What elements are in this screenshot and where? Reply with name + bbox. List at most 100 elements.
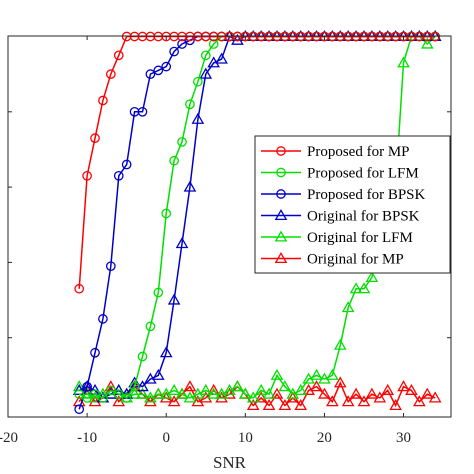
- data-point: [357, 395, 371, 407]
- data-point: [208, 39, 219, 49]
- data-point: [98, 314, 108, 324]
- data-point: [74, 389, 85, 400]
- data-point: [129, 381, 140, 392]
- data-point: [333, 338, 347, 350]
- data-point: [145, 321, 156, 332]
- data-point: [420, 37, 434, 49]
- data-point: [105, 261, 116, 272]
- data-point: [262, 387, 276, 399]
- data-point: [420, 387, 434, 399]
- data-point: [98, 393, 108, 403]
- data-point: [262, 398, 276, 411]
- data-point: [405, 383, 418, 395]
- data-point: [74, 404, 85, 415]
- data-point: [200, 50, 211, 61]
- legend-item-proposed-for-mp: Proposed for MP: [261, 144, 410, 160]
- legend-box: [254, 135, 451, 274]
- data-point: [397, 380, 410, 392]
- data-point: [128, 387, 141, 399]
- data-point: [177, 39, 187, 49]
- data-point: [183, 180, 197, 192]
- x-axis: -20 -10 0 10 20 30: [0, 36, 451, 446]
- data-point: [137, 351, 148, 362]
- data-point: [294, 398, 308, 411]
- data-point: [167, 293, 181, 305]
- data-point: [341, 301, 355, 313]
- data-point: [223, 387, 236, 399]
- data-point: [175, 237, 189, 249]
- data-point: [231, 380, 244, 392]
- legend-marker: [276, 189, 286, 199]
- data-point: [169, 46, 179, 57]
- plot-frame: [7, 35, 452, 418]
- data-point: [90, 133, 100, 144]
- data-point: [98, 95, 108, 106]
- legend-item-original-for-mp: Original for MP: [261, 252, 404, 268]
- data-point: [153, 65, 164, 76]
- data-point: [74, 283, 85, 294]
- data-point: [286, 391, 300, 403]
- x-tick-label: 0: [162, 430, 170, 446]
- legend-item-original-for-lfm: Original for LFM: [261, 230, 413, 246]
- legend: Proposed for MP Proposed for LFM Proposed …: [254, 135, 451, 274]
- data-point: [207, 387, 220, 399]
- legend-marker: [274, 230, 288, 242]
- data-point: [113, 389, 124, 400]
- data-point: [151, 368, 165, 380]
- data-point: [349, 387, 363, 399]
- legend-item-original-for-bpsk: Original for BPSK: [261, 209, 420, 225]
- data-point: [159, 346, 173, 358]
- data-point: [397, 56, 410, 68]
- data-point: [373, 391, 387, 403]
- legend-label: Original for LFM: [307, 230, 413, 246]
- data-point: [254, 383, 268, 395]
- legend-label: Proposed for MP: [307, 144, 410, 160]
- data-point: [167, 395, 181, 407]
- legend-item-proposed-for-bpsk: Proposed for BPSK: [261, 187, 426, 203]
- data-point: [105, 385, 116, 396]
- data-point: [326, 395, 339, 407]
- data-point: [167, 383, 181, 395]
- data-point: [153, 287, 164, 298]
- x-axis-title: SNR: [213, 453, 247, 472]
- legend-label: Original for MP: [307, 252, 404, 268]
- data-point: [193, 76, 203, 87]
- legend-marker: [276, 167, 286, 178]
- legend-marker: [276, 146, 286, 156]
- data-point: [310, 368, 323, 380]
- x-tick-label: 10: [238, 430, 253, 446]
- legend-label: Proposed for LFM: [307, 166, 419, 182]
- legend-label: Proposed for BPSK: [307, 187, 426, 203]
- data-point: [169, 155, 179, 166]
- data-point: [326, 368, 339, 380]
- data-point: [246, 398, 260, 411]
- legend-item-proposed-for-lfm: Proposed for LFM: [261, 166, 419, 182]
- data-point: [365, 387, 379, 399]
- data-point: [270, 387, 284, 399]
- data-point: [389, 398, 402, 411]
- data-point: [357, 282, 371, 294]
- data-point: [82, 381, 92, 392]
- data-point: [185, 99, 195, 110]
- legend-marker: [274, 251, 288, 264]
- data-point: [365, 270, 379, 283]
- x-tick-label: 20: [317, 430, 332, 446]
- data-point: [341, 395, 355, 407]
- data-point: [136, 380, 149, 392]
- x-tick-label: -20: [0, 430, 18, 446]
- data-point: [310, 380, 323, 392]
- data-point: [333, 376, 347, 388]
- data-point: [381, 383, 395, 395]
- data-point: [151, 387, 165, 399]
- data-point: [270, 368, 284, 380]
- data-point: [136, 387, 149, 399]
- data-point: [113, 170, 124, 181]
- data-point: [161, 208, 172, 219]
- data-point: [318, 387, 331, 399]
- legend-marker: [274, 208, 288, 221]
- data-point: [349, 282, 363, 294]
- data-point: [199, 67, 213, 79]
- data-point: [113, 50, 124, 61]
- data-point: [199, 383, 213, 395]
